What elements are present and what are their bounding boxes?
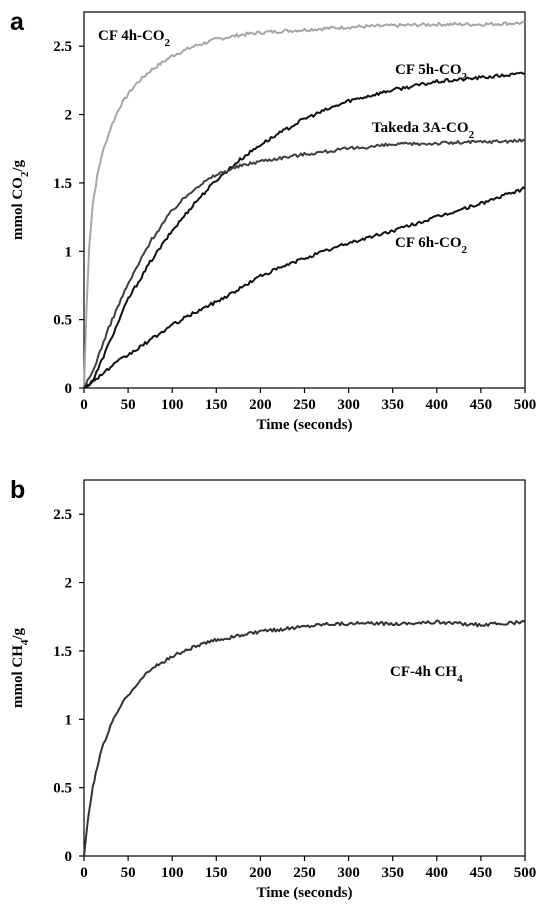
- x-tick-label: 50: [121, 865, 136, 881]
- x-tick-label: 100: [161, 397, 184, 413]
- series-label: CF 5h-CO2: [395, 62, 468, 83]
- y-tick-label: 2.5: [53, 507, 72, 523]
- series-label: CF-4h CH4: [390, 664, 463, 685]
- series-line: [83, 71, 526, 389]
- x-tick-label: 200: [249, 865, 272, 881]
- x-tick-label: 100: [161, 865, 184, 881]
- x-tick-label: 150: [205, 397, 228, 413]
- y-tick-label: 0: [65, 849, 73, 865]
- x-tick-label: 350: [381, 397, 404, 413]
- y-tick-label: 0.5: [53, 781, 72, 797]
- x-axis-label: Time (seconds): [257, 417, 353, 433]
- series-line: [83, 186, 526, 389]
- chart-panel-a: a 0 0.5 1 1.5 2 2.5 0 50 100 150 200 250 300 350 400 450…: [10, 8, 537, 433]
- y-tick-label: 0: [65, 381, 73, 397]
- y-tick-label: 1: [65, 712, 73, 728]
- x-tick-label: 450: [470, 865, 493, 881]
- x-tick-label: 450: [470, 397, 493, 413]
- x-tick-label: 300: [337, 865, 360, 881]
- x-tick-label: 200: [249, 397, 272, 413]
- x-tick-label: 400: [426, 397, 449, 413]
- x-tick-label: 0: [80, 865, 88, 881]
- x-tick-label: 150: [205, 865, 228, 881]
- y-tick-label: 0.5: [53, 313, 72, 329]
- series-line: [83, 619, 526, 857]
- x-tick-label: 500: [514, 397, 537, 413]
- series-line: [83, 20, 526, 389]
- y-tick-label: 2: [65, 576, 73, 592]
- y-tick-label: 1: [65, 244, 73, 260]
- panel-letter: b: [10, 476, 25, 504]
- series-label: CF 4h-CO2: [98, 28, 171, 49]
- x-tick-label: 350: [381, 865, 404, 881]
- series-line: [83, 138, 526, 389]
- series-label: CF 6h-CO2: [395, 235, 468, 256]
- plot-frame: [83, 479, 526, 857]
- x-tick-label: 250: [293, 865, 316, 881]
- y-tick-label: 1.5: [53, 176, 72, 192]
- x-tick-label: 50: [121, 397, 136, 413]
- x-tick-label: 400: [426, 865, 449, 881]
- chart-panel-b: b 0 0.5 1 1.5 2 2.5 0 50 100 150 200 250 300 350 400 450…: [10, 476, 537, 901]
- series-label: Takeda 3A-CO2: [372, 120, 475, 141]
- y-tick-label: 2: [65, 108, 73, 124]
- x-axis-label: Time (seconds): [257, 885, 353, 901]
- panel-letter: a: [10, 8, 25, 36]
- x-tick-label: 300: [337, 397, 360, 413]
- y-axis-label: mmol CO2/g: [10, 159, 31, 240]
- y-tick-label: 1.5: [53, 644, 72, 660]
- y-tick-label: 2.5: [53, 39, 72, 55]
- x-tick-label: 250: [293, 397, 316, 413]
- y-axis-label: mmol CH4/g: [10, 627, 31, 708]
- x-tick-label: 500: [514, 865, 537, 881]
- x-tick-label: 0: [80, 397, 88, 413]
